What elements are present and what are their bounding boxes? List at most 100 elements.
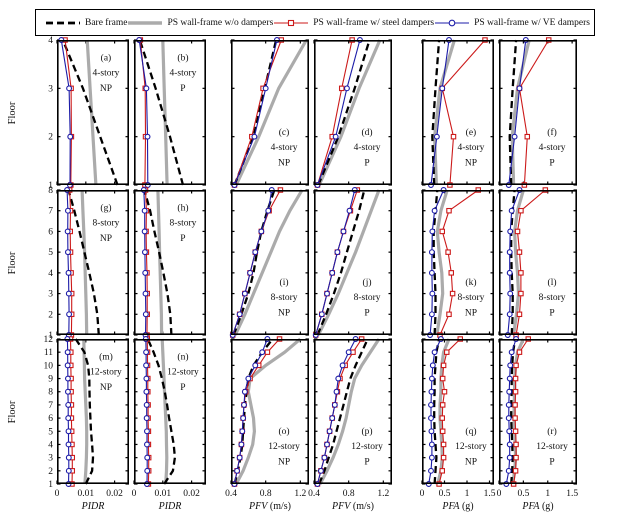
series-wof-line xyxy=(432,39,456,186)
floor-tick-label: 4 xyxy=(48,440,53,450)
subplot-label-building: 8-story xyxy=(92,219,119,229)
series-ve-markers xyxy=(142,336,151,487)
subplot-label-id: (b) xyxy=(177,52,188,63)
subplot-label-id: (c) xyxy=(279,127,290,138)
legend-item-ve: PS wall-frame w/ VE dampers xyxy=(434,17,590,29)
subplot-label-condition: P xyxy=(180,383,185,393)
floor-tick-label: 7 xyxy=(48,207,53,217)
x-tick-label: 0.4 xyxy=(225,489,237,499)
series-steel-line xyxy=(69,338,73,485)
series-bare-line xyxy=(143,189,173,336)
subplot-label-building: 8-story xyxy=(354,293,381,303)
legend-label-wof: PS wall-frame w/o dampers xyxy=(167,17,274,28)
floor-tick-label: 1 xyxy=(48,331,53,341)
subplot-label-id: (l) xyxy=(548,277,557,288)
series-ve-line xyxy=(232,189,273,336)
series-wof-line xyxy=(156,189,164,336)
plot-border xyxy=(499,190,578,335)
subplot-label-building: 8-story xyxy=(271,293,298,303)
x-tick-label: 0 xyxy=(132,489,137,499)
subplot-label-building: 4-story xyxy=(457,143,484,153)
series-ve-markers xyxy=(503,336,520,487)
floor-tick-label: 8 xyxy=(48,186,53,196)
series-bare-line xyxy=(67,189,100,336)
floor-tick-label: 2 xyxy=(48,467,53,477)
series-wof-line xyxy=(233,189,304,336)
subplot-label-building: 12-story xyxy=(90,368,122,378)
legend-sample-wof-icon xyxy=(128,20,163,25)
floor-tick-label: 2 xyxy=(48,133,53,143)
series-wof-line xyxy=(160,338,169,485)
series-wof-line xyxy=(234,337,302,485)
series-bare-line xyxy=(316,189,366,336)
series-wof-line xyxy=(234,39,308,186)
series-ve-line xyxy=(138,39,149,186)
series-steel-line xyxy=(441,39,486,186)
series-ve-line xyxy=(507,189,521,336)
subplot-label-building: 4-story xyxy=(271,143,298,153)
subplot-label-condition: P xyxy=(180,84,185,94)
legend-label-bare: Bare frame xyxy=(85,17,128,28)
subplot-label-condition: P xyxy=(549,457,554,467)
series-bare-line xyxy=(432,189,439,336)
series-steel-markers xyxy=(516,37,552,188)
subplot-label-condition: NP xyxy=(100,383,112,393)
subplot-label-building: 4-story xyxy=(354,143,381,153)
plot-border xyxy=(499,339,578,484)
series-steel-line xyxy=(144,189,148,336)
series-bare-line xyxy=(508,39,518,186)
series-bare-line xyxy=(431,39,441,186)
x-tick-label: 0.01 xyxy=(154,489,171,499)
floor-tick-label: 3 xyxy=(48,290,53,300)
plot-border xyxy=(134,40,207,185)
subplot-label-id: (i) xyxy=(280,277,289,288)
subplot-label-id: (o) xyxy=(279,426,290,437)
x-tick-label: 1.2 xyxy=(377,489,389,499)
subplot-c: (c) 4-story NP xyxy=(230,37,310,188)
plot-border xyxy=(314,40,393,185)
plot-border xyxy=(231,190,310,335)
series-wof-line xyxy=(161,39,169,186)
subplot-label-condition: NP xyxy=(100,84,112,94)
series-ve-markers xyxy=(314,336,359,487)
floor-tick-label: 9 xyxy=(48,375,53,385)
plot-border xyxy=(499,40,578,185)
x-tick-label: 0 xyxy=(420,489,425,499)
floor-tick-label: 7 xyxy=(48,401,53,411)
subplot-q: (q) 12-story NP 0 0.5 1 1.5 PFA (g) xyxy=(420,336,496,512)
series-bare-line xyxy=(74,338,95,485)
floor-tick-label: 11 xyxy=(44,348,53,358)
floor-tick-label: 4 xyxy=(48,269,53,279)
floor-tick-label: 8 xyxy=(48,388,53,398)
axis-ticks xyxy=(313,338,392,485)
series-steel-line xyxy=(439,189,479,336)
subplot-i: (i) 8-story NP xyxy=(229,187,310,338)
series-steel-line xyxy=(515,189,546,336)
subplot-label-id: (j) xyxy=(363,277,372,288)
x-tick-label: 0.8 xyxy=(343,489,355,499)
series-ve-line xyxy=(508,39,527,186)
floor-tick-label: 5 xyxy=(48,427,53,437)
x-tick-label: 0.01 xyxy=(77,489,94,499)
series-ve-line xyxy=(316,39,361,186)
plot-border xyxy=(422,190,495,335)
x-tick-label: 0.8 xyxy=(260,489,272,499)
series-ve-line xyxy=(315,189,356,336)
series-ve-markers xyxy=(314,37,363,188)
subplot-label-condition: NP xyxy=(465,158,477,168)
legend-item-steel: PS wall-frame w/ steel dampers xyxy=(273,17,434,29)
plot-border xyxy=(314,190,393,335)
series-wof-line xyxy=(317,39,382,186)
subplot-label-id: (a) xyxy=(101,52,112,63)
series-steel-line xyxy=(518,39,550,186)
y-axis-title-row2: Floor xyxy=(7,251,18,274)
floor-tick-label: 3 xyxy=(48,84,53,94)
subplot-b: (b) 4-story P xyxy=(133,37,207,188)
subplot-label-id: (p) xyxy=(362,426,373,437)
legend-item-wof: PS wall-frame w/o dampers xyxy=(127,17,273,29)
floor-tick-label: 6 xyxy=(48,227,53,237)
subplot-label-id: (h) xyxy=(177,202,188,213)
